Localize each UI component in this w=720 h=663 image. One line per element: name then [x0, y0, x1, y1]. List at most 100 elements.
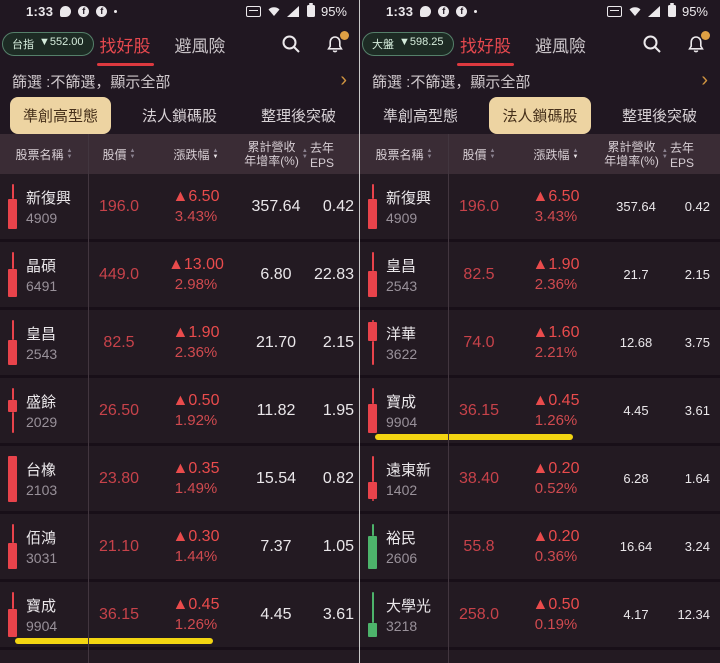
stock-code: 2103: [26, 482, 58, 498]
header-eps[interactable]: 去年EPS ▲▼: [670, 139, 720, 170]
filter-bar[interactable]: 篩選 :不篩選，顯示全部 ›: [0, 66, 359, 96]
table-row[interactable]: 裕民 2606 55.8 ▲0.20 0.36% 16.64 3.24: [360, 514, 720, 582]
change-cell: ▲0.35 1.49%: [150, 460, 242, 497]
facebook-letter: f: [460, 5, 464, 16]
change-cell: ▲0.30 1.44%: [150, 528, 242, 565]
stock-name: 新復興: [26, 190, 72, 207]
sort-icon[interactable]: ▲▼: [66, 147, 73, 160]
table-row[interactable]: 寶成 9904 36.15 ▲0.45 1.26% 4.45 3.61: [360, 378, 720, 446]
price-value: 196.0: [458, 197, 500, 215]
bell-icon[interactable]: [325, 30, 349, 55]
sort-icon[interactable]: ▲▼: [661, 147, 668, 160]
eps-value: 22.83: [313, 265, 354, 283]
change-value: ▲0.50: [172, 392, 220, 409]
table-row[interactable]: 佰鴻 3031 21.10 ▲0.30 1.44% 7.37 1.05: [0, 514, 359, 582]
stock-name-cell: 新復興 4909: [0, 183, 88, 230]
eps-value: 3.24: [684, 539, 710, 554]
table-row[interactable]: 皇昌 2543 82.5 ▲1.90 2.36% 21.70 2.15: [0, 310, 359, 378]
change-cell: ▲0.50 1.92%: [150, 392, 242, 429]
tab-avoid-risk[interactable]: 避風險: [174, 36, 226, 56]
table-row[interactable]: 台橡 2103 23.80 ▲0.35 1.49% 15.54 0.82: [0, 446, 359, 514]
sort-icon[interactable]: ▲▼: [426, 147, 433, 160]
table-row[interactable]: 洋華 3622 74.0 ▲1.60 2.21% 12.68 3.75: [360, 310, 720, 378]
stock-name: 裕民: [386, 530, 417, 547]
facebook-notification-icon: f: [438, 5, 450, 17]
sort-icon-active-desc[interactable]: ▲ ▼: [212, 147, 219, 160]
table-row[interactable]: 大學光 3218 258.0 ▲0.50 0.19% 4.17 12.34: [360, 582, 720, 650]
header-stock-name[interactable]: 股票名稱 ▲ ▼: [15, 147, 73, 162]
change-percent: 1.92%: [174, 412, 218, 429]
revenue-value: 4.45: [260, 605, 292, 623]
revenue-value: 6.80: [260, 265, 292, 283]
candlestick-icon: [8, 455, 17, 502]
index-badge[interactable]: 台指 ▼552.00: [2, 32, 94, 56]
header-revenue-growth[interactable]: 累計營收 年增率(%) ▲ ▼: [604, 139, 668, 168]
stock-name: 大學光: [386, 598, 432, 615]
revenue-value: 16.64: [619, 539, 653, 554]
facebook-notification-icon: f: [78, 5, 90, 17]
strategy-button-institutional-lock[interactable]: 法人鎖碼股: [489, 96, 591, 134]
sort-icon[interactable]: ▲▼: [489, 147, 496, 160]
wifi-icon: [629, 7, 641, 16]
header-price[interactable]: 股價 ▲ ▼: [102, 147, 136, 162]
change-percent: 1.26%: [534, 412, 578, 429]
price-value: 23.80: [98, 469, 140, 487]
stock-name: 皇昌: [26, 326, 57, 343]
revenue-value: 357.64: [251, 197, 301, 215]
strategy-button-breakout[interactable]: 整理後突破: [609, 97, 710, 134]
eps-value: 0.42: [684, 199, 710, 214]
header-change[interactable]: 漲跌幅 ▲ ▼: [533, 147, 579, 162]
table-row[interactable]: 新復興 4909 196.0 ▲6.50 3.43% 357.64 0.42: [0, 174, 359, 242]
notification-badge-dot: [340, 30, 349, 40]
tab-find-good-stocks[interactable]: 找好股: [96, 32, 154, 66]
stock-code: 2029: [26, 414, 58, 430]
stock-name: 新復興: [386, 190, 432, 207]
change-value: ▲0.20: [532, 528, 580, 545]
revenue-value: 6.28: [623, 471, 649, 486]
tab-avoid-risk[interactable]: 避風險: [535, 36, 586, 56]
change-percent: 1.49%: [174, 480, 218, 497]
strategy-button-breakout[interactable]: 整理後突破: [248, 97, 349, 134]
strategy-button-institutional-lock[interactable]: 法人鎖碼股: [129, 97, 230, 134]
highlight-underline: [375, 434, 573, 440]
table-row[interactable]: 寶成 9904 36.15 ▲0.45 1.26% 4.45 3.61: [0, 582, 359, 650]
search-icon[interactable]: [642, 34, 662, 54]
sort-icon-active-desc[interactable]: ▲ ▼: [572, 147, 579, 160]
table-row[interactable]: 盛餘 2029 26.50 ▲0.50 1.92% 11.82 1.95: [0, 378, 359, 446]
battery-icon: [667, 3, 676, 17]
price-value: 74.0: [463, 333, 495, 351]
header-eps[interactable]: 去年EPS ▲▼: [310, 139, 359, 170]
stock-name-cell: 盛餘 2029: [0, 387, 88, 434]
candlestick-icon: [368, 183, 377, 230]
column-divider: [448, 134, 449, 663]
change-cell: ▲1.90 2.36%: [150, 324, 242, 361]
change-percent: 2.21%: [534, 344, 578, 361]
strategy-button-near-high[interactable]: 準創高型態: [10, 96, 112, 134]
bell-icon[interactable]: [686, 30, 710, 55]
change-value: ▲0.50: [532, 596, 580, 613]
header-price[interactable]: 股價 ▲ ▼: [462, 147, 496, 162]
revenue-value: 12.68: [619, 335, 653, 350]
revenue-value: 21.70: [255, 333, 297, 351]
table-row[interactable]: 晶碩 6491 449.0 ▲13.00 2.98% 6.80 22.83: [0, 242, 359, 310]
search-icon[interactable]: [281, 34, 301, 54]
candlestick-icon: [8, 251, 17, 298]
header-stock-name[interactable]: 股票名稱 ▲ ▼: [375, 147, 433, 162]
strategy-button-near-high[interactable]: 準創高型態: [370, 97, 471, 134]
stock-name: 台橡: [26, 462, 57, 479]
price-value: 36.15: [98, 605, 140, 623]
table-row[interactable]: 皇昌 2543 82.5 ▲1.90 2.36% 21.7 2.15: [360, 242, 720, 310]
battery-icon: [306, 3, 315, 17]
index-badge-label: 台指: [12, 39, 34, 51]
sort-icon[interactable]: ▲▼: [129, 147, 136, 160]
stock-code: 1402: [386, 482, 418, 498]
sort-icon[interactable]: ▲▼: [301, 147, 308, 160]
header-revenue-growth[interactable]: 累計營收 年增率(%) ▲ ▼: [244, 139, 308, 168]
filter-bar[interactable]: 篩選 :不篩選，顯示全部 ›: [360, 66, 720, 96]
header-change[interactable]: 漲跌幅 ▲ ▼: [173, 147, 219, 162]
index-badge[interactable]: 大盤 ▼598.25: [362, 32, 454, 56]
table-row[interactable]: 遠東新 1402 38.40 ▲0.20 0.52% 6.28 1.64: [360, 446, 720, 514]
tab-find-good-stocks[interactable]: 找好股: [457, 32, 514, 66]
table-row[interactable]: 新復興 4909 196.0 ▲6.50 3.43% 357.64 0.42: [360, 174, 720, 242]
change-value: ▲0.45: [172, 596, 220, 613]
